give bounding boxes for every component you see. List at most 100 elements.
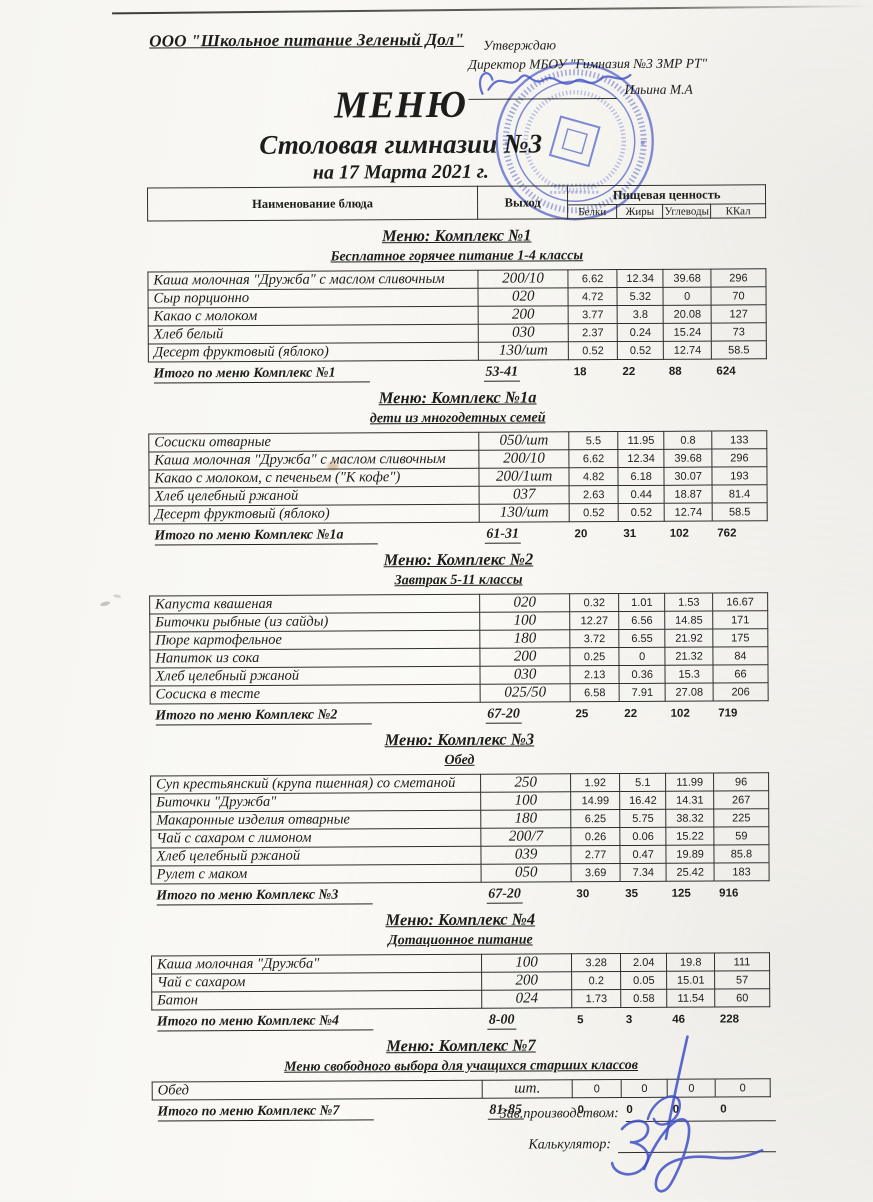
dish-protein: 4.82: [569, 467, 619, 486]
dish-output: 100: [479, 611, 571, 631]
dish-kcal: 225: [713, 808, 769, 828]
dish-output: 030: [478, 323, 569, 343]
dish-fat: 11.95: [617, 431, 665, 450]
dish-kcal: 59: [713, 826, 769, 846]
dish-protein: 0.32: [569, 593, 619, 612]
menu-section: Меню: Комплекс №1а дети из многодетных с…: [148, 386, 768, 546]
menu-sheet: Наименование блюда Выход Пищевая ценност…: [147, 184, 771, 1122]
dish-fat: 3.8: [617, 305, 664, 324]
dish-fat: 5.1: [619, 773, 667, 792]
dish-kcal: 127: [711, 304, 767, 324]
dish-output: 180: [479, 629, 571, 649]
dish-protein: 0.26: [571, 827, 620, 846]
dish-carbs: 0: [663, 287, 712, 306]
dish-name: Рулет с маком: [151, 864, 482, 885]
approval-word: Утверждаю: [483, 37, 557, 53]
dish-carbs: 39.68: [663, 269, 711, 288]
column-header-carbs: Углеводы: [662, 204, 711, 219]
dish-output: 200: [479, 647, 571, 667]
dish-output: 250: [480, 773, 571, 793]
dish-protein: 0: [572, 1079, 622, 1098]
dish-carbs: 11.99: [665, 773, 714, 792]
dish-name: Хлеб целебный ржаной: [149, 666, 481, 687]
dish-kcal: 96: [713, 772, 769, 792]
dish-carbs: 21.32: [665, 647, 713, 666]
dish-name: Суп крестьянский (крупа пшенная) со смет…: [150, 774, 481, 795]
total-label: Итого по меню Комплекс №4: [156, 1013, 374, 1032]
company-name: ООО "Школьное питание Зеленый Дол": [149, 29, 465, 51]
menu-table: Суп крестьянский (крупа пшенная) со смет…: [150, 772, 770, 906]
dish-name: Десерт фруктовый (яблоко): [149, 504, 480, 525]
section-subtitle: Завтрак 5-11 классы: [394, 572, 523, 589]
total-output: 61-31: [484, 526, 522, 544]
dish-protein: 3.72: [570, 629, 619, 648]
dish-carbs: 15.3: [665, 665, 714, 684]
dish-name: Хлеб целебный ржаной: [149, 486, 480, 507]
dish-kcal: 183: [713, 862, 770, 882]
dish-output: 180: [480, 809, 572, 829]
dish-kcal: 81.4: [712, 484, 768, 504]
scan-speck: [99, 600, 111, 607]
total-carbs: 102: [669, 527, 689, 540]
dish-protein: 0.52: [569, 503, 619, 522]
menu-section: Меню: Комплекс №3 Обед Суп крестьянский …: [150, 728, 770, 906]
total-protein: 5: [577, 1013, 584, 1026]
total-row: Итого по меню Комплекс №2 67-20 25 22 10…: [150, 701, 768, 726]
dish-kcal: 193: [711, 466, 768, 486]
dish-protein: 3.69: [571, 863, 621, 882]
section-title: Меню: Комплекс №2: [383, 549, 534, 570]
dish-carbs: 12.74: [664, 503, 713, 522]
dish-kcal: 0: [715, 1078, 771, 1098]
dish-fat: 12.34: [617, 449, 665, 468]
dish-name: Каша молочная "Дружба": [151, 954, 482, 975]
total-row: Итого по меню Комплекс №1а 61-31 20 31 1…: [149, 521, 767, 546]
dish-carbs: 14.31: [666, 791, 714, 810]
dish-name: Биточки "Дружба": [150, 792, 481, 813]
dish-kcal: 85.8: [713, 844, 770, 864]
dish-name: Какао с молоком: [148, 306, 479, 327]
calculator-signature-line: [617, 1135, 777, 1154]
total-output: 53-41: [483, 364, 521, 382]
dish-kcal: 57: [714, 970, 770, 990]
manager-signature-line: [625, 1104, 776, 1123]
dish-carbs: 21.92: [665, 629, 713, 648]
dish-name: Сосиски отварные: [148, 432, 479, 453]
dish-kcal: 16.67: [712, 592, 768, 612]
dish-carbs: 18.87: [664, 485, 713, 504]
column-header-output: Выход: [477, 185, 568, 220]
total-label: Итого по меню Комплекс №1а: [154, 527, 378, 546]
dish-output: 037: [479, 485, 570, 505]
dish-output: 024: [481, 989, 573, 1009]
dish-output: 200/10: [477, 269, 569, 289]
dish-name: Пюре картофельное: [149, 630, 480, 651]
dish-output: 020: [479, 593, 570, 613]
sections-host: Меню: Комплекс №1 Бесплатное горячее пит…: [147, 224, 771, 1122]
dish-name: Капуста квашеная: [149, 594, 480, 615]
column-header-kcal: ККал: [710, 203, 766, 219]
dish-name: Биточки рыбные (из сайды): [149, 612, 480, 633]
dish-carbs: 12.74: [663, 341, 712, 360]
menu-table: Каша молочная "Дружба" с маслом сливочны…: [147, 268, 767, 384]
dish-kcal: 60: [714, 988, 770, 1008]
dish-output: 130/шт: [479, 503, 570, 523]
dish-name: Чай с сахаром: [151, 972, 482, 993]
dish-name: Какао с молоком, с печеньем ("К кофе"): [148, 468, 480, 489]
dish-output: 030: [480, 665, 571, 685]
dish-fat: 0: [618, 647, 666, 666]
section-title: Меню: Комплекс №3: [384, 729, 535, 750]
dish-output: 025/50: [480, 683, 571, 703]
dish-protein: 0.25: [570, 647, 620, 666]
dish-carbs: 20.08: [663, 305, 712, 324]
dish-name: Каша молочная "Дружба" с маслом сливочны…: [148, 450, 479, 471]
dish-protein: 1.92: [570, 773, 620, 792]
dish-kcal: 296: [711, 448, 767, 468]
dish-carbs: 14.85: [665, 611, 713, 630]
section-subtitle: Бесплатное горячее питание 1-4 классы: [330, 248, 584, 265]
dish-carbs: 1.53: [665, 593, 713, 612]
dish-fat: 6.55: [618, 629, 666, 648]
dish-name: Хлеб белый: [148, 324, 479, 345]
dish-fat: 0.52: [617, 341, 664, 360]
total-label: Итого по меню Комплекс №1: [153, 365, 370, 384]
title-block: МЕНЮ Столовая гимназии №3 на 17 Марта 20…: [80, 83, 721, 186]
